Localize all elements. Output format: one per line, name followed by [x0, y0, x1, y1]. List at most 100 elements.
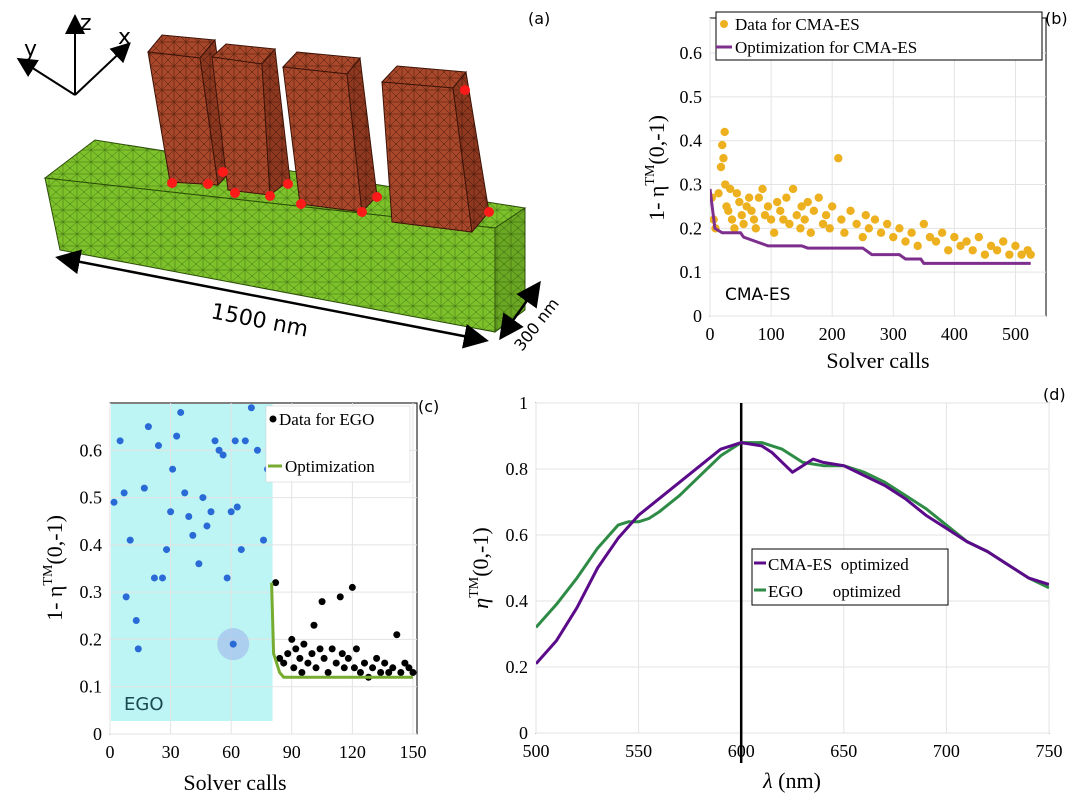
- ego-data-point: [389, 664, 397, 672]
- ego-data-point: [298, 669, 306, 677]
- axis-label-y: y: [24, 37, 37, 62]
- ego-initial-point: [150, 574, 158, 582]
- cma-data-point: [931, 237, 941, 246]
- panel-d-xtick-label: 700: [933, 741, 960, 761]
- vertex-dots: [167, 85, 494, 217]
- cma-data-point: [876, 228, 886, 237]
- ego-data-point: [272, 579, 280, 587]
- cma-data-point: [809, 206, 819, 216]
- cma-data-point: [773, 197, 782, 207]
- ego-data-point: [336, 593, 344, 601]
- cma-data-point: [776, 206, 785, 216]
- cma-data-point: [797, 202, 806, 211]
- cma-data-point: [792, 211, 801, 220]
- cma-data-point: [1011, 241, 1020, 251]
- cma-data-point: [796, 224, 805, 233]
- ego-data-point: [405, 664, 413, 672]
- panel-d-xtick-label: 500: [523, 741, 550, 761]
- legend-label-optim: Optimization for CMA-ES: [735, 38, 917, 57]
- ego-initial-point: [140, 484, 148, 492]
- svg-text:1- ηTM(0,-1): 1- ηTM(0,-1): [41, 515, 67, 621]
- ego-initial-point: [247, 404, 255, 412]
- ego-data-point: [397, 669, 405, 677]
- cma-data-point: [913, 241, 922, 251]
- panel-b-ytick-label: 0.5: [680, 87, 703, 107]
- panel-d-label: (d): [1043, 385, 1066, 404]
- panel-b-xtick-label: 0: [706, 324, 715, 344]
- cma-data-point: [1026, 250, 1035, 259]
- panel-d-xtick-label: 650: [830, 741, 857, 761]
- panel-d-ytick-label: 0.8: [506, 459, 529, 479]
- panel-d-xlabel: λ (nm): [762, 768, 821, 793]
- ego-initial-point: [163, 546, 171, 554]
- cma-data-point: [992, 246, 1002, 255]
- ego-data-point: [348, 583, 356, 591]
- ego-initial-point: [154, 442, 162, 450]
- cma-data-point: [907, 228, 916, 237]
- cma-data-point: [818, 219, 828, 229]
- legend-label-cma: CMA-ES optimized: [768, 555, 909, 574]
- cma-data-point: [749, 215, 759, 224]
- panel-b-ytick-label: 0.1: [680, 262, 703, 282]
- legend-label-data: Data for CMA-ES: [735, 15, 860, 34]
- panel-a-label: (a): [528, 9, 550, 28]
- cma-data-point: [758, 184, 767, 194]
- ego-data-point: [381, 659, 389, 667]
- ego-initial-point: [144, 423, 152, 431]
- cma-data-point: [999, 237, 1008, 246]
- ego-initial-point: [169, 465, 177, 473]
- cma-data-point: [974, 232, 983, 242]
- ego-data-point: [350, 664, 358, 672]
- ego-initial-point: [233, 503, 241, 511]
- ego-highlight-marker: [229, 640, 237, 648]
- cma-data-point: [840, 228, 849, 237]
- cma-data-point: [834, 154, 843, 163]
- ego-data-point: [356, 669, 364, 677]
- panel-a-structure: (a) z x y: [16, 9, 563, 354]
- panel-c-xtick-label: 0: [106, 742, 115, 762]
- panel-c-inset-text: EGO: [124, 694, 164, 715]
- cma-data-point: [766, 215, 776, 224]
- panel-b-xtick-label: 200: [819, 324, 846, 344]
- cma-data-point: [714, 189, 723, 198]
- cma-optimization-line: [710, 188, 1031, 265]
- ego-data-point: [300, 640, 308, 648]
- ego-data-point: [377, 669, 385, 677]
- panel-b-ytick-label: 0.6: [680, 43, 703, 63]
- cma-data-point: [785, 219, 794, 229]
- ego-initial-point: [195, 560, 203, 568]
- ego-initial-point: [227, 508, 235, 516]
- cma-data-point: [763, 202, 773, 211]
- panel-c-xtick-label: 150: [399, 742, 426, 762]
- panel-b-xtick-label: 400: [941, 324, 968, 344]
- cma-data-point: [769, 228, 779, 237]
- panel-d-chart: 50055060065070075000.20.40.60.81 λ (nm) …: [467, 385, 1066, 793]
- ego-initial-point: [181, 489, 189, 497]
- ego-data-point: [304, 659, 312, 667]
- ego-initial-point: [211, 437, 219, 445]
- ego-data-point: [328, 645, 336, 653]
- cma-data-point: [1017, 250, 1026, 259]
- cma-data-point: [1005, 250, 1014, 259]
- cma-data-point: [895, 224, 904, 233]
- ego-data-point: [310, 621, 318, 629]
- panel-c-xtick-label: 120: [339, 742, 366, 762]
- ego-data-point: [324, 669, 332, 677]
- ego-initial-point: [110, 498, 118, 506]
- panel-b-ytick-label: 0: [693, 306, 702, 326]
- legend-marker-ego-data: [269, 415, 277, 423]
- ego-data-point: [409, 669, 417, 677]
- ego-data-point: [332, 659, 340, 667]
- ego-data-point: [292, 645, 300, 653]
- legend-marker-data: [720, 20, 728, 28]
- cma-data-point: [788, 184, 798, 194]
- cma-data-point: [861, 211, 870, 220]
- ego-data-point: [338, 650, 346, 658]
- panel-d-ytick-label: 0.6: [506, 525, 529, 545]
- ego-initial-point: [122, 593, 130, 601]
- panel-d-ytick-label: 0.4: [506, 591, 529, 611]
- panel-b-plot-area: [709, 17, 1047, 317]
- panel-c-xtick-label: 30: [162, 742, 180, 762]
- cma-data-point: [751, 224, 761, 233]
- cma-data-point: [754, 193, 764, 202]
